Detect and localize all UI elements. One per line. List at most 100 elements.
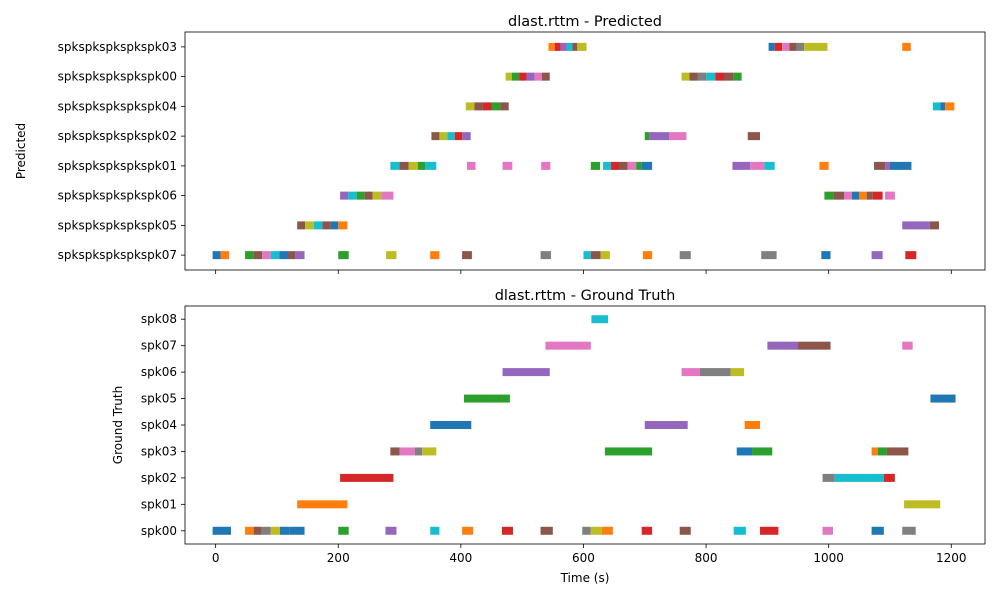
- segment-bar: [356, 191, 365, 200]
- y-axis-label: Predicted: [14, 123, 28, 179]
- segment-bar: [601, 526, 613, 535]
- y-tick-label: spk05: [141, 392, 177, 406]
- segment-bar: [641, 526, 653, 535]
- segment-bar: [885, 191, 895, 200]
- segment-bar: [408, 161, 418, 170]
- x-tick-label: 200: [327, 551, 350, 565]
- segment-bar: [474, 102, 483, 111]
- segment-bar: [889, 161, 912, 170]
- predicted-chart: spkspkspkspkspk07 spkspkspkspkspk05 spkspk…: [14, 14, 986, 274]
- segment-bar: [591, 315, 608, 324]
- segment-bar: [439, 132, 448, 141]
- segment-bar: [289, 526, 305, 535]
- segment-bar: [644, 421, 688, 429]
- x-tick-label: 600: [572, 551, 595, 565]
- segment-bar: [526, 72, 535, 81]
- segment-bar: [348, 191, 357, 200]
- segment-bar: [270, 526, 281, 535]
- segment-bar: [641, 161, 653, 170]
- segment-bar: [590, 161, 601, 170]
- segment-bar: [466, 161, 476, 170]
- segment-bar: [500, 102, 509, 111]
- ground-truth-chart: 0 200 400 600 800 1000 1200 spk00 spk01 spk02 spk0…: [111, 288, 986, 585]
- y-tick-label: spkspkspkspkspk03: [58, 40, 177, 54]
- segment-bar: [340, 191, 349, 200]
- segment-bar: [430, 251, 440, 260]
- segment-bar: [340, 473, 394, 482]
- segment-bar: [902, 42, 911, 51]
- segment-bar: [804, 42, 828, 51]
- segment-bar: [399, 447, 415, 456]
- segment-bar: [386, 251, 397, 260]
- segment-bar: [462, 526, 474, 535]
- segment-bar: [945, 102, 955, 111]
- segment-bar: [253, 526, 262, 535]
- segment-bar: [619, 161, 628, 170]
- y-tick-label: spk08: [141, 312, 177, 326]
- y-tick-label: spk01: [141, 497, 177, 511]
- segment-bar: [644, 132, 650, 141]
- segment-bar: [834, 473, 884, 482]
- y-tick-label: spkspkspkspkspk01: [58, 159, 177, 173]
- y-tick-label: spk02: [141, 471, 177, 485]
- x-tick-label: 0: [212, 551, 220, 565]
- segment-bar: [338, 526, 349, 535]
- segment-bar: [390, 161, 400, 170]
- segment-bar: [511, 72, 520, 81]
- segment-bar: [902, 221, 930, 230]
- segment-bar: [545, 341, 591, 350]
- x-tick-label: 1000: [813, 551, 844, 565]
- segment-bar: [541, 161, 551, 170]
- segment-bar: [554, 42, 561, 51]
- segment-bar: [454, 132, 463, 141]
- segment-bar: [462, 132, 471, 141]
- y-tick-label: spk00: [141, 524, 177, 538]
- segment-bar: [883, 473, 895, 482]
- segment-bar: [322, 221, 331, 230]
- y-tick-label: spk03: [141, 444, 177, 458]
- segment-bar: [297, 221, 306, 230]
- segment-bar: [385, 526, 397, 535]
- segment-bar: [338, 221, 348, 230]
- segment-bar: [767, 341, 799, 350]
- segment-bar: [270, 251, 280, 260]
- segment-bar: [482, 102, 492, 111]
- segment-bar: [548, 42, 555, 51]
- segment-bar: [462, 251, 472, 260]
- segment-bar: [541, 72, 550, 81]
- segment-bar: [833, 191, 844, 200]
- y-tick-label: spkspkspkspkspk02: [58, 129, 177, 143]
- segment-bar: [657, 132, 670, 141]
- segment-bar: [519, 72, 527, 81]
- segment-bar: [381, 191, 394, 200]
- segment-bar: [871, 447, 878, 456]
- segment-bar: [212, 251, 221, 260]
- segment-bar: [821, 251, 831, 260]
- y-tick-label: spk06: [141, 365, 177, 379]
- segment-bar: [885, 161, 890, 170]
- segment-bar: [501, 526, 513, 535]
- segment-bar: [706, 72, 716, 81]
- segment-bar: [245, 251, 254, 260]
- segment-bar: [280, 526, 290, 535]
- segment-bar: [747, 132, 761, 141]
- x-tick-label: 400: [449, 551, 472, 565]
- segment-bar: [245, 526, 254, 535]
- segment-bar: [390, 447, 400, 456]
- segment-bar: [603, 161, 612, 170]
- segment-bar: [902, 341, 913, 350]
- segment-bar: [724, 72, 734, 81]
- segment-bar: [872, 191, 883, 200]
- segment-bar: [560, 42, 567, 51]
- y-tick-label: spkspkspkspkspk07: [58, 248, 177, 262]
- y-axis-label: Ground Truth: [111, 386, 125, 464]
- segment-bar: [902, 526, 916, 535]
- segment-bar: [540, 251, 551, 260]
- segment-bar: [782, 42, 790, 51]
- segment-bar: [649, 132, 658, 141]
- y-tick-label: spk07: [141, 339, 177, 353]
- segment-bar: [732, 161, 751, 170]
- segment-bar: [904, 500, 941, 509]
- segment-bar: [577, 42, 587, 51]
